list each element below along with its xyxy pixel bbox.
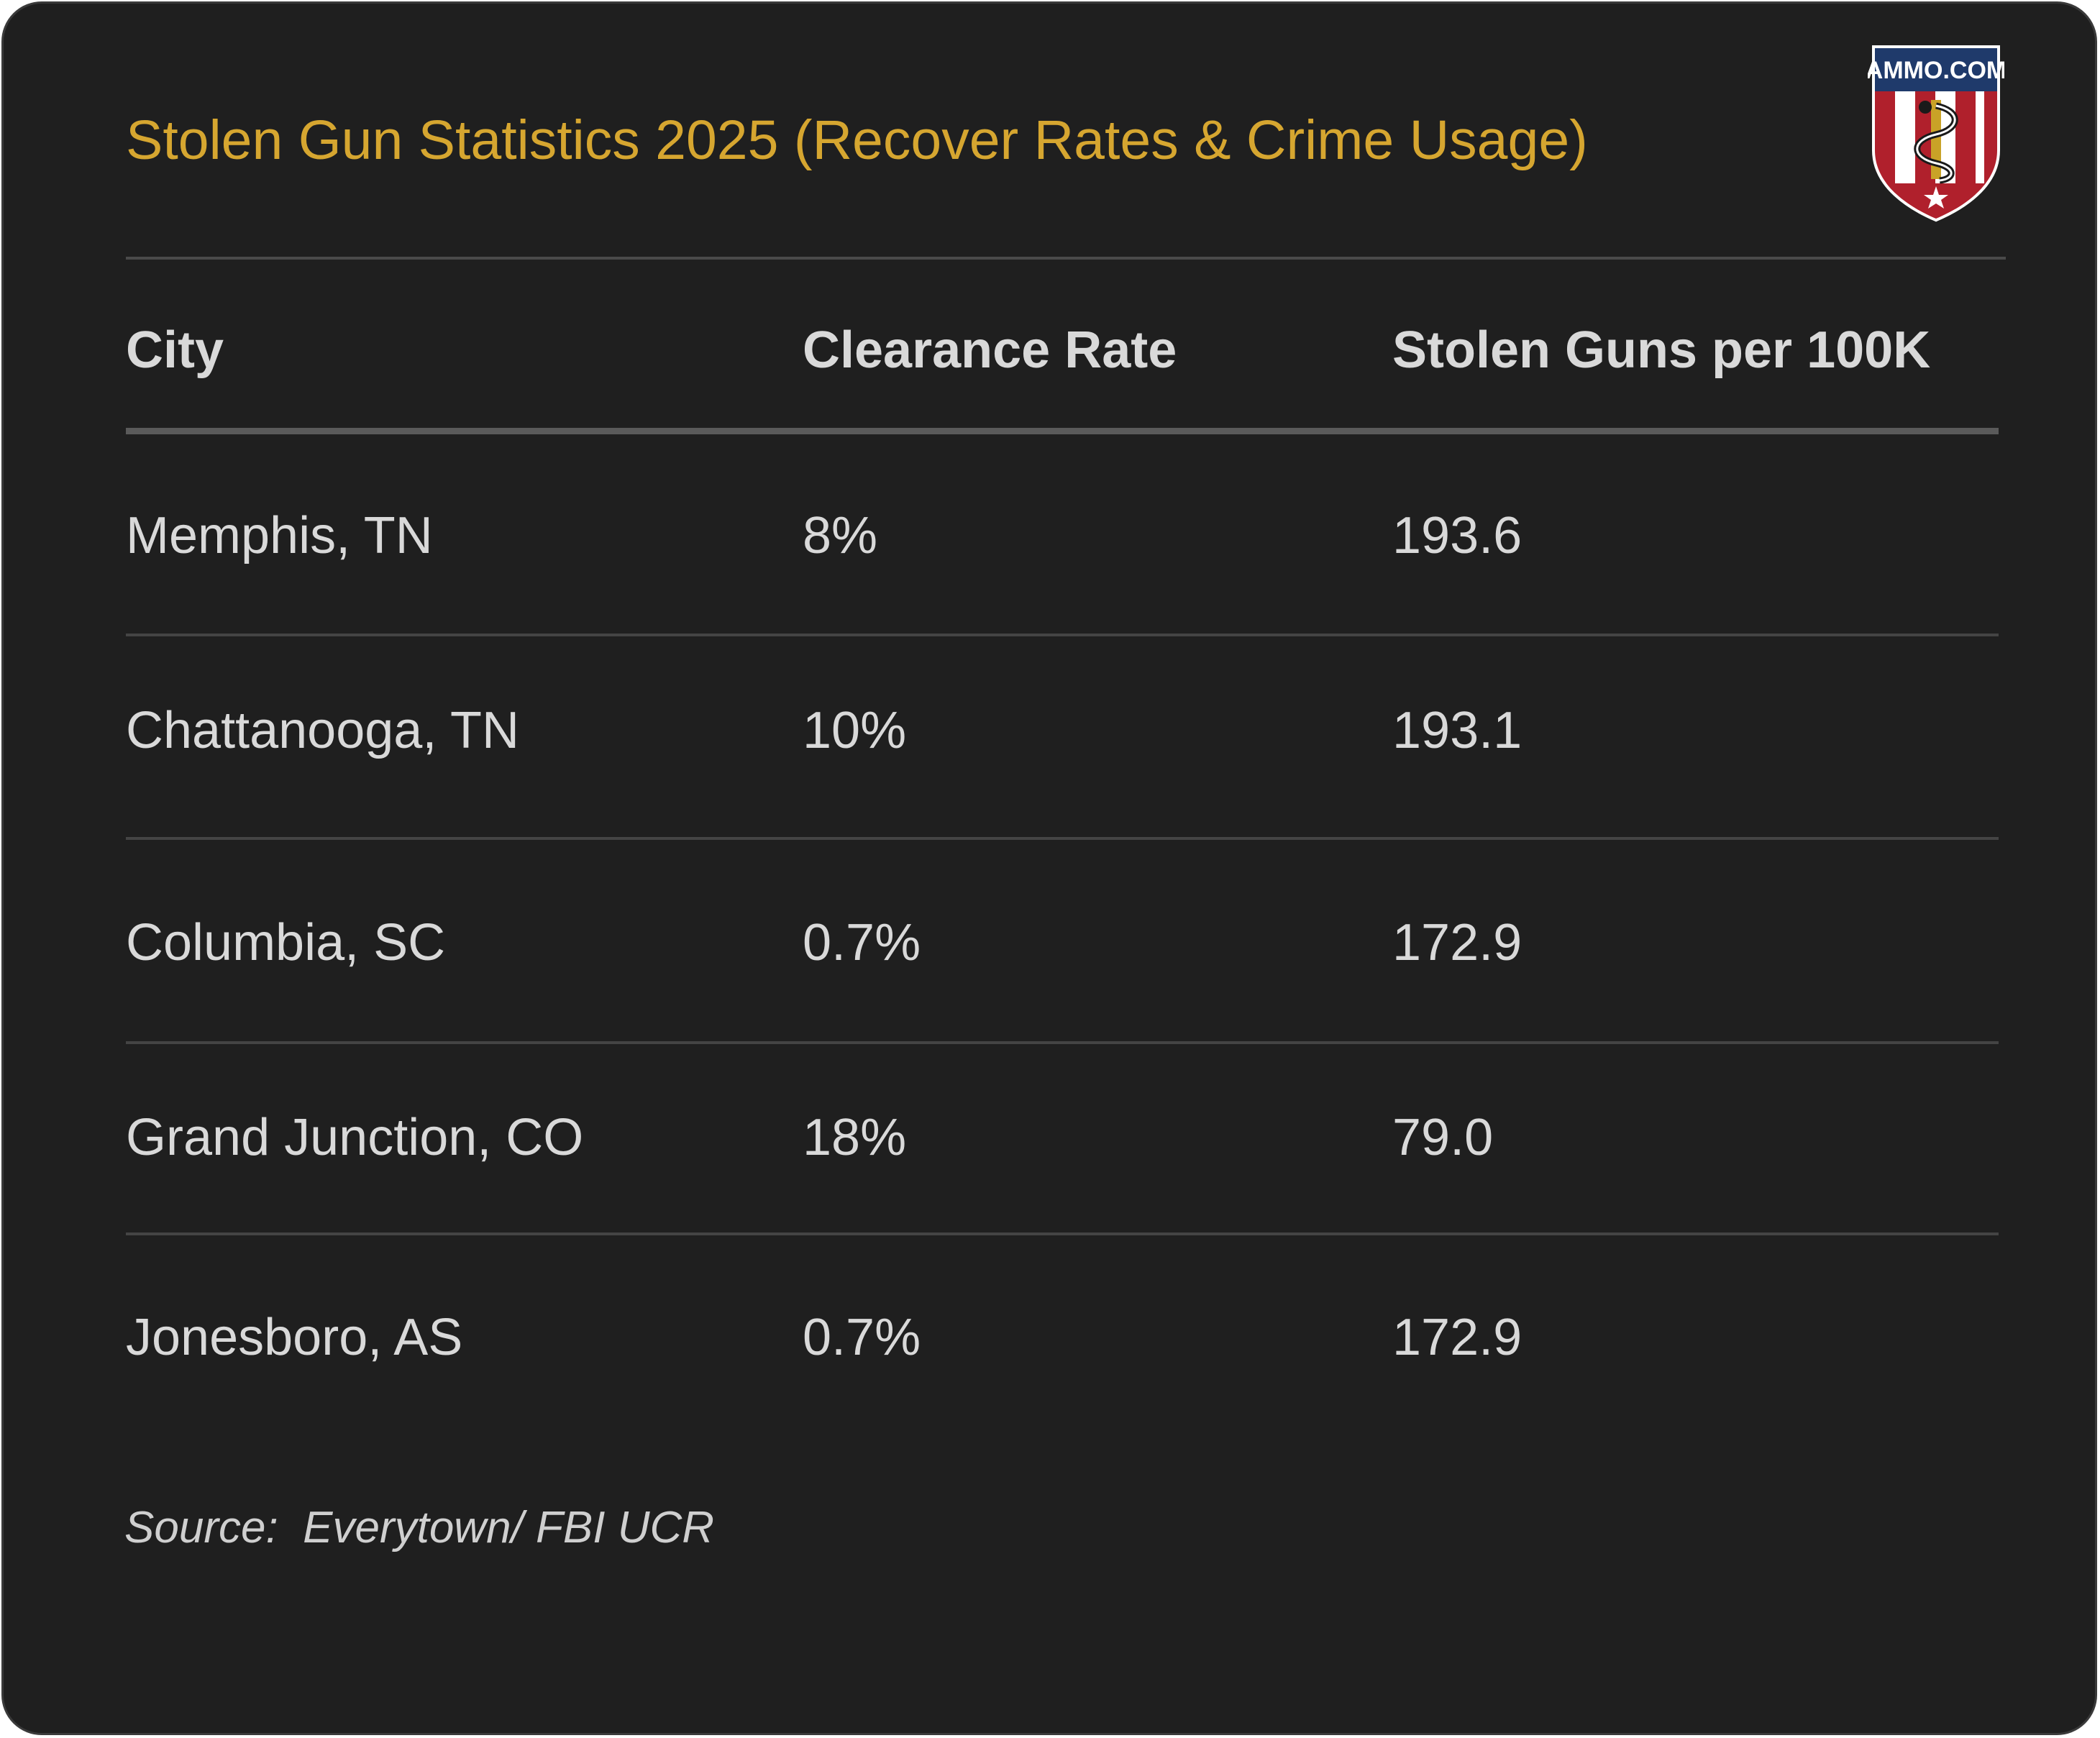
column-header-city: City — [126, 321, 224, 379]
table-row: Chattanooga, TN 10% 193.1 — [126, 695, 2001, 767]
table-header: City Clearance Rate Stolen Guns per 100K — [126, 314, 2001, 386]
source-note: Source: Everytown/ FBI UCR — [124, 1503, 715, 1552]
header-divider — [126, 428, 1999, 434]
ammo-com-shield-logo: AMMO.COM — [1868, 45, 2004, 222]
row-divider — [126, 634, 1999, 636]
row-divider — [126, 1041, 1999, 1044]
cell-clearance-rate: 0.7% — [803, 1309, 921, 1366]
table-row: Grand Junction, CO 18% 79.0 — [126, 1102, 2001, 1174]
cell-stolen-guns: 193.1 — [1392, 702, 1522, 759]
column-header-stolen-guns: Stolen Guns per 100K — [1392, 321, 1931, 379]
logo-text: AMMO.COM — [1868, 57, 2004, 84]
column-header-clearance-rate: Clearance Rate — [803, 321, 1177, 379]
cell-clearance-rate: 8% — [803, 507, 878, 564]
cell-clearance-rate: 18% — [803, 1109, 907, 1166]
table-row: Columbia, SC 0.7% 172.9 — [126, 907, 2001, 979]
table-row: Jonesboro, AS 0.7% 172.9 — [126, 1302, 2001, 1373]
cell-clearance-rate: 0.7% — [803, 914, 921, 971]
cell-city: Memphis, TN — [126, 507, 433, 564]
table-row: Memphis, TN 8% 193.6 — [126, 500, 2001, 572]
cell-stolen-guns: 172.9 — [1392, 914, 1522, 971]
cell-stolen-guns: 193.6 — [1392, 507, 1522, 564]
row-divider — [126, 837, 1999, 840]
cell-stolen-guns: 79.0 — [1392, 1109, 1494, 1166]
cell-stolen-guns: 172.9 — [1392, 1309, 1522, 1366]
cell-city: Jonesboro, AS — [126, 1309, 463, 1366]
cell-city: Grand Junction, CO — [126, 1109, 584, 1166]
title-divider — [126, 257, 2006, 260]
cell-city: Columbia, SC — [126, 914, 446, 971]
page-title: Stolen Gun Statistics 2025 (Recover Rate… — [126, 109, 1588, 171]
cell-city: Chattanooga, TN — [126, 702, 520, 759]
row-divider — [126, 1232, 1999, 1235]
cell-clearance-rate: 10% — [803, 702, 907, 759]
